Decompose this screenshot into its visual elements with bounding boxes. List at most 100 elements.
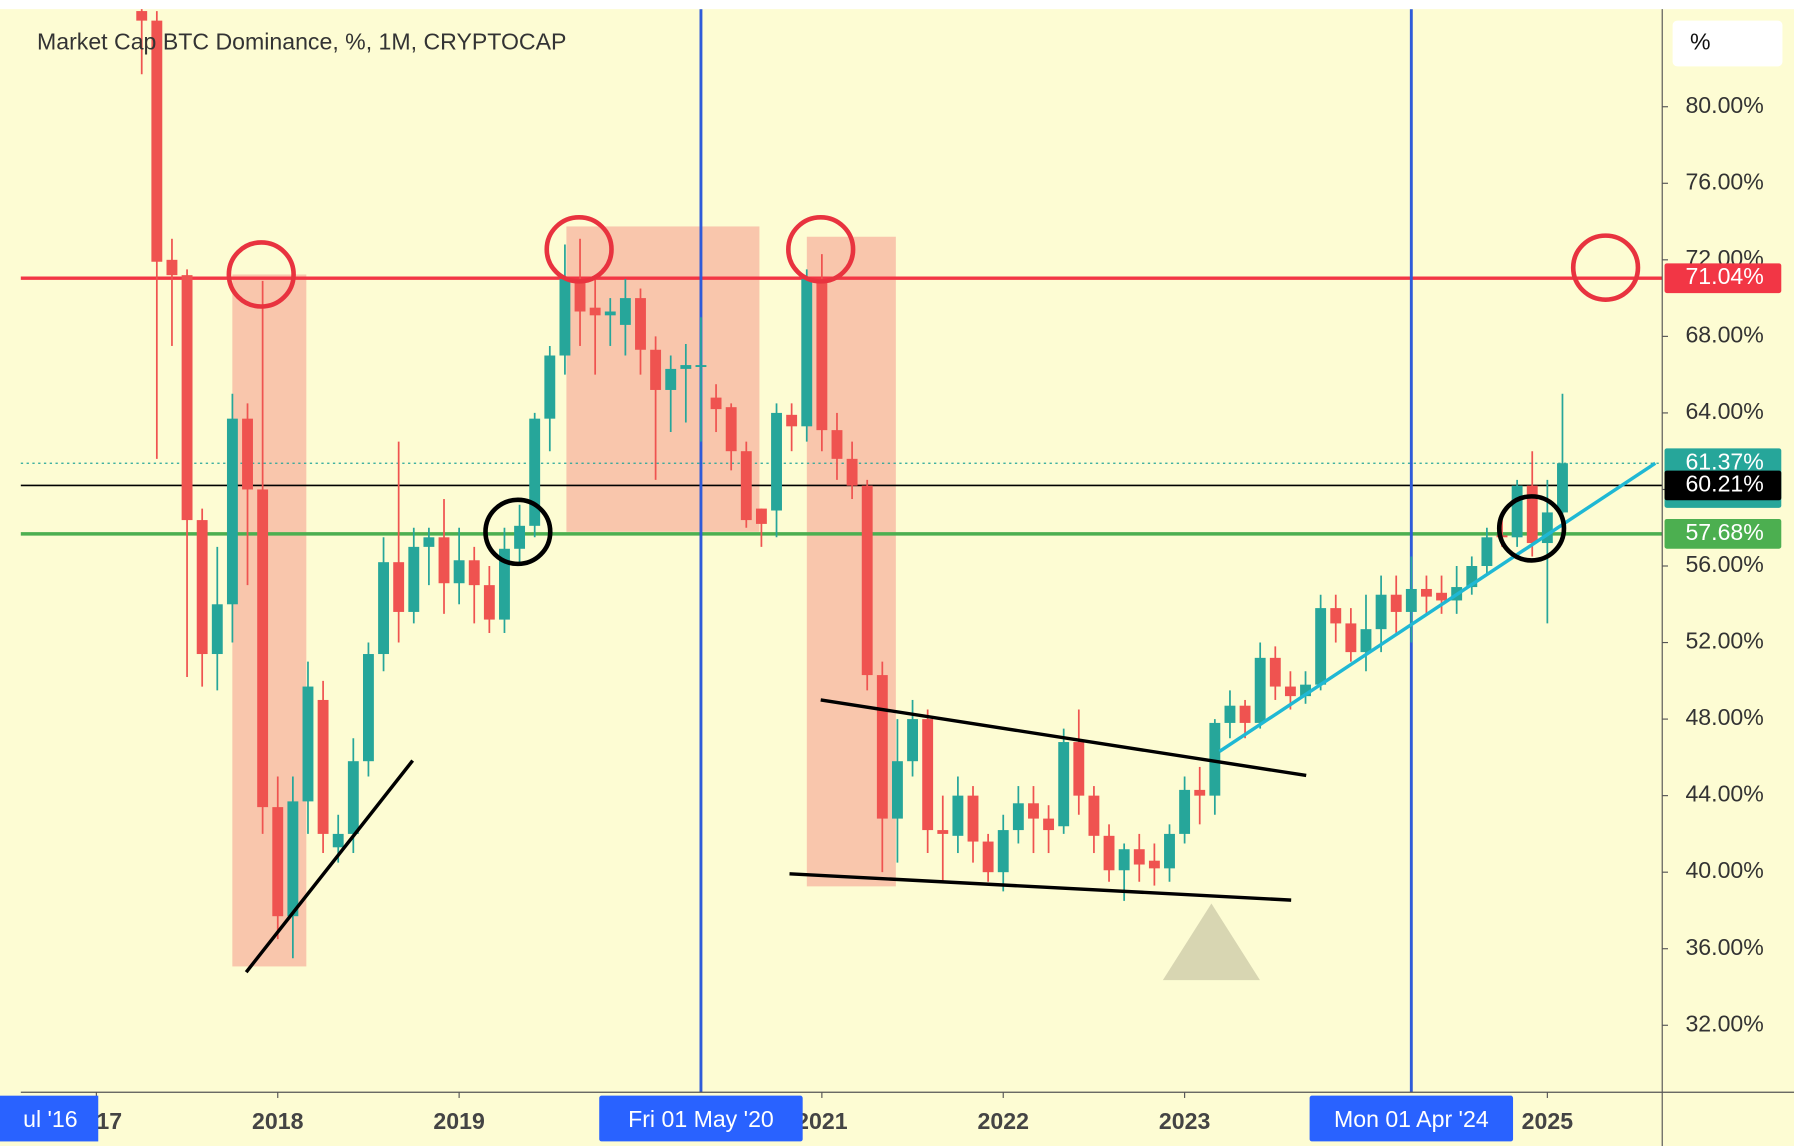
candle-body bbox=[846, 458, 858, 486]
candle-body bbox=[604, 311, 616, 316]
trend-line bbox=[820, 698, 1307, 778]
date-label: Fri 01 May '20 bbox=[628, 1106, 774, 1132]
price-label-bg bbox=[1664, 263, 1782, 294]
candle-body bbox=[211, 604, 223, 655]
candle-body bbox=[196, 520, 208, 655]
candle-body bbox=[136, 11, 148, 21]
price-label-bg bbox=[1664, 518, 1782, 549]
y-tick-label: 36.00% bbox=[1685, 934, 1763, 960]
candle-body bbox=[1420, 588, 1432, 597]
candle-body bbox=[997, 830, 1009, 873]
x-tick-label: 2018 bbox=[252, 1108, 304, 1134]
candle-body bbox=[226, 418, 238, 605]
x-tick-label: 2023 bbox=[1159, 1108, 1210, 1134]
triangle-shape bbox=[1162, 903, 1260, 981]
candle-body bbox=[1284, 686, 1296, 697]
candle-body bbox=[755, 508, 767, 524]
candle-body bbox=[1466, 566, 1478, 588]
circle-marker bbox=[544, 215, 614, 284]
candle-body bbox=[1481, 537, 1493, 567]
candle-body bbox=[1254, 657, 1266, 723]
top-strip bbox=[0, 0, 1794, 10]
candle-body bbox=[1133, 849, 1145, 865]
candle-body bbox=[1300, 684, 1311, 697]
price-label: 71.04% bbox=[1685, 263, 1763, 289]
trend-line bbox=[789, 872, 1292, 902]
unit-button[interactable]: % bbox=[1672, 20, 1783, 67]
candle-body bbox=[1164, 833, 1175, 869]
unit-button-label[interactable]: % bbox=[1690, 29, 1711, 55]
candle-body bbox=[287, 801, 299, 917]
candle-body bbox=[1224, 705, 1236, 723]
trend-line bbox=[244, 759, 415, 974]
candle-body bbox=[1345, 623, 1357, 653]
candle-body bbox=[619, 298, 631, 325]
candle-body bbox=[650, 349, 662, 390]
candle-body bbox=[1511, 485, 1523, 538]
candle-body bbox=[1118, 849, 1130, 871]
candle-body bbox=[453, 560, 465, 584]
circle-marker bbox=[483, 497, 553, 567]
candle-body bbox=[544, 355, 556, 419]
candle-body bbox=[725, 407, 737, 452]
candle-body bbox=[1194, 789, 1206, 796]
candle-body bbox=[1557, 463, 1568, 513]
candle-body bbox=[1360, 629, 1372, 653]
candle-body bbox=[967, 795, 979, 842]
date-label-bg bbox=[1309, 1095, 1514, 1142]
candle-body bbox=[1148, 860, 1160, 869]
candle-body bbox=[151, 20, 163, 262]
candle-body bbox=[559, 278, 571, 356]
axis-labels: 71.04%61.37%23d 4h60.21%57.68%Fri 01 May… bbox=[0, 263, 1782, 1142]
candle-body bbox=[1028, 803, 1039, 819]
candle-body bbox=[362, 654, 374, 762]
unit-button-bg[interactable] bbox=[1672, 20, 1783, 67]
candle-body bbox=[801, 278, 813, 427]
candle-body bbox=[347, 761, 359, 834]
candle-body bbox=[408, 546, 420, 612]
y-tick-label: 80.00% bbox=[1685, 92, 1763, 118]
x-tick-label: 2021 bbox=[796, 1108, 848, 1134]
circle-marker bbox=[786, 215, 856, 284]
candle-body bbox=[680, 365, 692, 369]
price-label-bg bbox=[1664, 470, 1782, 501]
candle-body bbox=[499, 548, 510, 620]
x-tick-label: 2019 bbox=[433, 1108, 484, 1134]
date-label-bg bbox=[599, 1095, 803, 1142]
candle-body bbox=[1436, 592, 1447, 601]
candle-body bbox=[876, 675, 888, 819]
candle-body bbox=[1179, 789, 1191, 834]
candle-body bbox=[378, 562, 389, 655]
chart-title: Market Cap BTC Dominance, %, 1M, CRYPTOC… bbox=[37, 29, 566, 55]
candle-body bbox=[740, 451, 752, 521]
candle-body bbox=[257, 489, 269, 808]
candle-body bbox=[982, 841, 994, 873]
candle-body bbox=[1269, 657, 1281, 687]
candle-body bbox=[1315, 608, 1327, 685]
candle-body bbox=[393, 562, 405, 612]
y-tick-label: 40.00% bbox=[1685, 857, 1763, 883]
y-tick-label: 32.00% bbox=[1685, 1010, 1763, 1036]
candle-body bbox=[831, 430, 843, 459]
candle-body bbox=[1088, 795, 1100, 836]
candle-body bbox=[1330, 608, 1342, 624]
candle-body bbox=[1239, 705, 1251, 723]
candle-body bbox=[1103, 835, 1115, 871]
candle-body bbox=[786, 414, 798, 427]
x-tick-label: 2022 bbox=[978, 1108, 1029, 1134]
y-tick-label: 68.00% bbox=[1685, 322, 1763, 348]
price-label: 57.68% bbox=[1685, 519, 1763, 545]
candle-body bbox=[1526, 485, 1538, 544]
candle-body bbox=[272, 807, 284, 917]
candle-body bbox=[483, 585, 495, 620]
candle-body bbox=[1405, 588, 1417, 612]
candle-body bbox=[1043, 818, 1055, 831]
candle-body bbox=[937, 830, 949, 834]
edge-label: ul '16 bbox=[23, 1106, 78, 1132]
candle-body bbox=[166, 259, 178, 276]
candle-body bbox=[1209, 722, 1221, 796]
candle-body bbox=[332, 833, 344, 848]
y-tick-label: 44.00% bbox=[1685, 781, 1763, 807]
candle-body bbox=[574, 278, 586, 312]
